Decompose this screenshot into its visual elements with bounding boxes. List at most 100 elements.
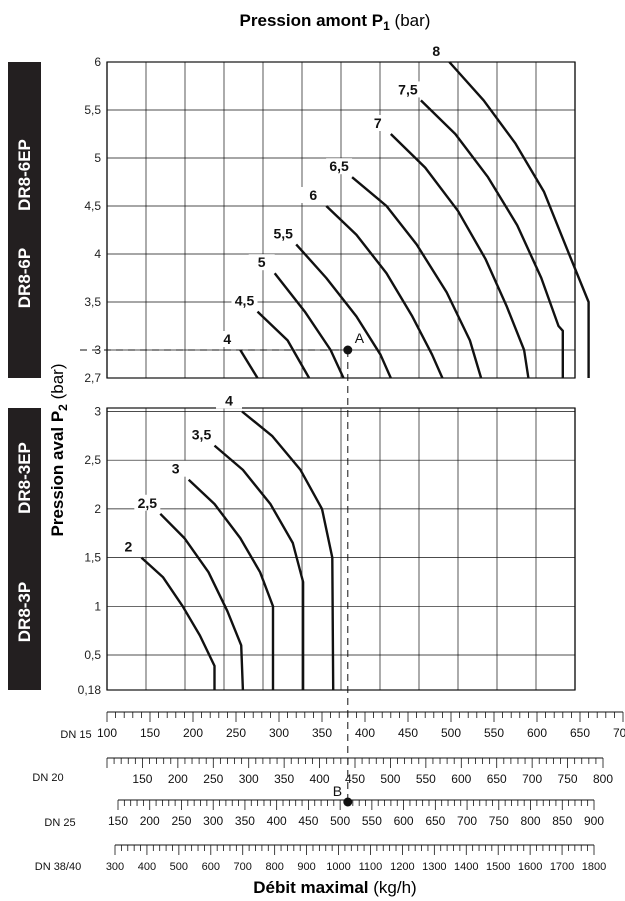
scale-tick-label: 300	[239, 772, 259, 786]
upper-curve-label-bg	[326, 158, 353, 175]
example-label-b: B	[333, 783, 342, 799]
scale-tick-label: 350	[274, 772, 294, 786]
lower-y-tick-label: 2	[94, 502, 101, 516]
upper-device-band	[8, 62, 41, 378]
lower-curve-label-bg	[162, 460, 189, 477]
scale-tick-label: 800	[265, 861, 283, 873]
chart-title-unit: (bar)	[390, 11, 431, 30]
lower-y-tick-label: 1	[94, 599, 101, 613]
lower-y-ticks: 0,18 0,5 1 1,5 2 2,5 3	[78, 405, 102, 698]
scale-tick-label: 300	[203, 814, 223, 828]
lower-device-band	[8, 408, 41, 690]
scale-tick-label: 700	[457, 814, 477, 828]
lower-y-tick-label: 2,5	[84, 453, 101, 467]
scale-tick-label: 400	[267, 814, 287, 828]
scale-label: DN 25	[44, 817, 75, 829]
device-label-dr8-3p: DR8-3P	[15, 582, 34, 642]
upper-curve	[239, 349, 259, 379]
upper-y-ticks: 2,733,544,555,56	[84, 55, 101, 385]
scale-tick-label: 450	[345, 772, 365, 786]
y-axis-label-main: Pression aval P	[48, 411, 67, 537]
plot-frame	[106, 407, 576, 691]
scale-tick-label: 900	[584, 814, 604, 828]
scale-tick-label: 900	[297, 861, 315, 873]
scale-tick-label: 600	[202, 861, 220, 873]
upper-grid	[106, 61, 576, 379]
scale-tick-label: 450	[298, 814, 318, 828]
scale-label: DN 20	[32, 772, 63, 784]
upper-curve-label-bg	[394, 81, 421, 98]
upper-curve-label: 7	[374, 115, 382, 131]
scale-tick-label: 1100	[359, 861, 383, 873]
scale-tick-label: 150	[132, 772, 152, 786]
scale-label: DN 15	[60, 729, 91, 741]
scale-tick-label: 250	[203, 772, 223, 786]
device-label-dr8-6ep: DR8-6EP	[15, 139, 34, 211]
scale-tick-label: 1200	[390, 861, 414, 873]
scale-tick-label: 550	[416, 772, 436, 786]
lower-curve-label: 4	[225, 393, 233, 409]
scale-tick-label: 500	[330, 814, 350, 828]
scale-tick-label: 550	[362, 814, 382, 828]
scale-tick-label: 600	[451, 772, 471, 786]
scale-tick-label: 1000	[326, 861, 350, 873]
upper-curve-label-bg	[364, 115, 391, 131]
device-label-dr8-3ep: DR8-3EP	[15, 442, 34, 514]
example-point-b	[343, 797, 353, 807]
upper-curve	[420, 99, 564, 378]
scale-tick-label: 850	[552, 814, 572, 828]
device-label-dr8-6p: DR8-6P	[15, 248, 34, 308]
upper-curve-label-bg	[248, 254, 275, 271]
lower-curve	[213, 444, 305, 690]
lower-curve-label-bg	[188, 426, 215, 443]
upper-curve-label: 7,5	[398, 81, 418, 97]
plot-frame	[106, 61, 576, 379]
scale-tick-label: 550	[484, 726, 504, 740]
chart-title: Pression amont P1 (bar)	[240, 11, 431, 33]
upper-curve-label: 4	[223, 331, 231, 347]
upper-y-tick-label: 3,5	[84, 295, 101, 309]
upper-curve-label: 5,5	[273, 225, 293, 241]
scale-tick-label: 200	[168, 772, 188, 786]
x-axis-label: Débit maximal (kg/h)	[253, 878, 416, 897]
example-label-a: A	[355, 330, 365, 346]
x-axis-label-main: Débit maximal	[253, 878, 368, 897]
lower-curve-label-bg	[115, 538, 142, 555]
upper-y-tick-label: 5	[94, 151, 101, 165]
scale-tick-label: 500	[170, 861, 188, 873]
upper-curve	[448, 61, 590, 378]
chart-title-subscript: 1	[383, 19, 390, 33]
lower-curve-label: 2	[125, 539, 133, 555]
scale-tick-label: 400	[355, 726, 375, 740]
y-axis-label-unit: (bar)	[48, 364, 67, 405]
scale-tick-label: 200	[183, 726, 203, 740]
scale-tick-label: 750	[558, 772, 578, 786]
scale-tick-label: 700	[234, 861, 252, 873]
scale-tick-label: 250	[171, 814, 191, 828]
lower-y-tick-label: 0,18	[78, 683, 102, 697]
scale-tick-label: 700	[522, 772, 542, 786]
y-axis-label-subscript: 2	[56, 404, 70, 411]
upper-curve	[325, 205, 444, 379]
scale-tick-label: 300	[106, 861, 124, 873]
scale-tick-label: 800	[521, 814, 541, 828]
scale-tick-label: 400	[138, 861, 156, 873]
scale-tick-label: 450	[398, 726, 418, 740]
upper-y-tick-label: 6	[94, 55, 101, 69]
upper-curve-label: 4,5	[235, 293, 255, 309]
scale-tick-label: 350	[235, 814, 255, 828]
scale-tick-label: 650	[487, 772, 507, 786]
scale-tick-label: 750	[489, 814, 509, 828]
x-axis-label-unit: (kg/h)	[369, 878, 417, 897]
lower-curve-label-bg	[216, 392, 243, 409]
scale-tick-label: 200	[140, 814, 160, 828]
upper-curve-label-bg	[214, 331, 241, 347]
example-point-a	[343, 345, 353, 355]
upper-y-tick-label: 4	[94, 247, 101, 261]
upper-curve	[389, 133, 530, 379]
upper-curve-label-bg	[231, 292, 258, 309]
scale-tick-label: 650	[570, 726, 590, 740]
upper-curve-label-bg	[423, 43, 450, 59]
lower-y-tick-label: 1,5	[84, 551, 101, 565]
